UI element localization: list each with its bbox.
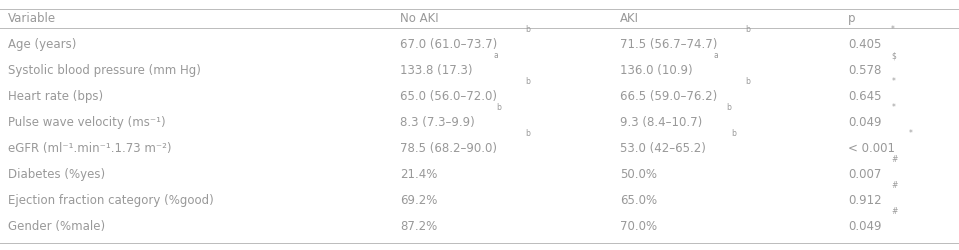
Text: 65.0%: 65.0% [620, 194, 657, 207]
Text: 50.0%: 50.0% [620, 168, 657, 181]
Text: *: * [891, 25, 895, 34]
Text: 0.645: 0.645 [848, 90, 881, 103]
Text: 9.3 (8.4–10.7): 9.3 (8.4–10.7) [620, 116, 702, 129]
Text: a: a [494, 51, 499, 60]
Text: 69.2%: 69.2% [400, 194, 437, 207]
Text: Systolic blood pressure (mm Hg): Systolic blood pressure (mm Hg) [8, 64, 200, 77]
Text: AKI: AKI [620, 12, 639, 25]
Text: 65.0 (56.0–72.0): 65.0 (56.0–72.0) [400, 90, 497, 103]
Text: Heart rate (bps): Heart rate (bps) [8, 90, 104, 103]
Text: 0.049: 0.049 [848, 220, 881, 233]
Text: b: b [526, 77, 530, 86]
Text: Ejection fraction category (%good): Ejection fraction category (%good) [8, 194, 214, 207]
Text: 66.5 (59.0–76.2): 66.5 (59.0–76.2) [620, 90, 717, 103]
Text: *: * [891, 77, 895, 86]
Text: b: b [497, 103, 502, 112]
Text: 71.5 (56.7–74.7): 71.5 (56.7–74.7) [620, 38, 717, 51]
Text: < 0.001: < 0.001 [848, 142, 895, 155]
Text: 21.4%: 21.4% [400, 168, 437, 181]
Text: 67.0 (61.0–73.7): 67.0 (61.0–73.7) [400, 38, 498, 51]
Text: eGFR (ml⁻¹.min⁻¹.1.73 m⁻²): eGFR (ml⁻¹.min⁻¹.1.73 m⁻²) [8, 142, 172, 155]
Text: 136.0 (10.9): 136.0 (10.9) [620, 64, 692, 77]
Text: 87.2%: 87.2% [400, 220, 437, 233]
Text: 0.578: 0.578 [848, 64, 881, 77]
Text: b: b [526, 129, 530, 138]
Text: Pulse wave velocity (ms⁻¹): Pulse wave velocity (ms⁻¹) [8, 116, 166, 129]
Text: #: # [891, 207, 898, 216]
Text: Diabetes (%yes): Diabetes (%yes) [8, 168, 105, 181]
Text: $: $ [891, 51, 896, 60]
Text: p: p [848, 12, 855, 25]
Text: a: a [713, 51, 718, 60]
Text: 0.405: 0.405 [848, 38, 881, 51]
Text: 133.8 (17.3): 133.8 (17.3) [400, 64, 473, 77]
Text: Age (years): Age (years) [8, 38, 77, 51]
Text: 70.0%: 70.0% [620, 220, 657, 233]
Text: b: b [526, 25, 530, 34]
Text: Variable: Variable [8, 12, 57, 25]
Text: 8.3 (7.3–9.9): 8.3 (7.3–9.9) [400, 116, 475, 129]
Text: 0.049: 0.049 [848, 116, 881, 129]
Text: *: * [891, 103, 895, 112]
Text: 0.007: 0.007 [848, 168, 881, 181]
Text: No AKI: No AKI [400, 12, 438, 25]
Text: Gender (%male): Gender (%male) [8, 220, 105, 233]
Text: b: b [731, 129, 736, 138]
Text: b: b [745, 77, 750, 86]
Text: 53.0 (42–65.2): 53.0 (42–65.2) [620, 142, 706, 155]
Text: 78.5 (68.2–90.0): 78.5 (68.2–90.0) [400, 142, 497, 155]
Text: b: b [746, 25, 751, 34]
Text: 0.912: 0.912 [848, 194, 881, 207]
Text: #: # [891, 181, 898, 190]
Text: b: b [726, 103, 731, 112]
Text: #: # [891, 155, 898, 164]
Text: *: * [908, 129, 913, 138]
